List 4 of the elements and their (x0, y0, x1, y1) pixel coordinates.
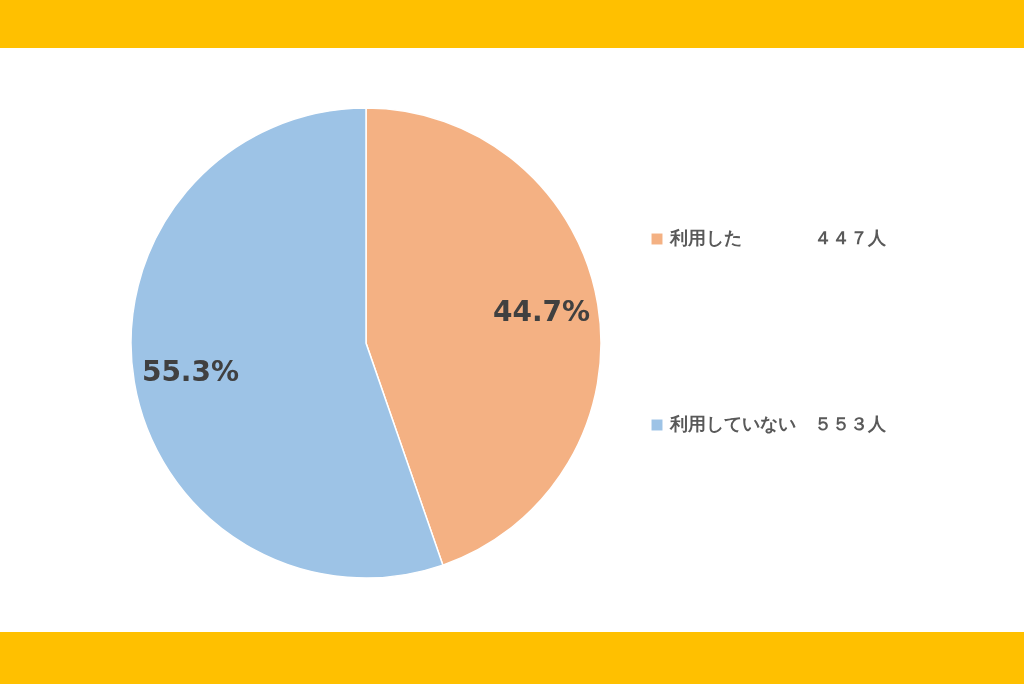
data-label: 44.7% (492, 295, 591, 329)
data-label: 55.3% (141, 354, 240, 388)
legend-label: 利用した ４４７人 (669, 227, 887, 248)
legend-label: 利用していない ５５３人 (669, 413, 887, 434)
